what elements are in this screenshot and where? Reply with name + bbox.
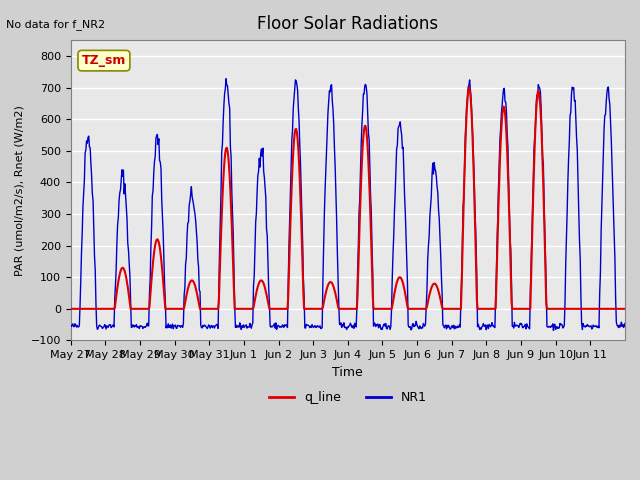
Text: No data for f_NR2: No data for f_NR2 xyxy=(6,19,106,30)
Legend: q_line, NR1: q_line, NR1 xyxy=(264,386,432,409)
Text: TZ_sm: TZ_sm xyxy=(82,54,126,67)
Title: Floor Solar Radiations: Floor Solar Radiations xyxy=(257,15,438,33)
Y-axis label: PAR (umol/m2/s), Rnet (W/m2): PAR (umol/m2/s), Rnet (W/m2) xyxy=(15,105,25,276)
X-axis label: Time: Time xyxy=(332,366,364,379)
